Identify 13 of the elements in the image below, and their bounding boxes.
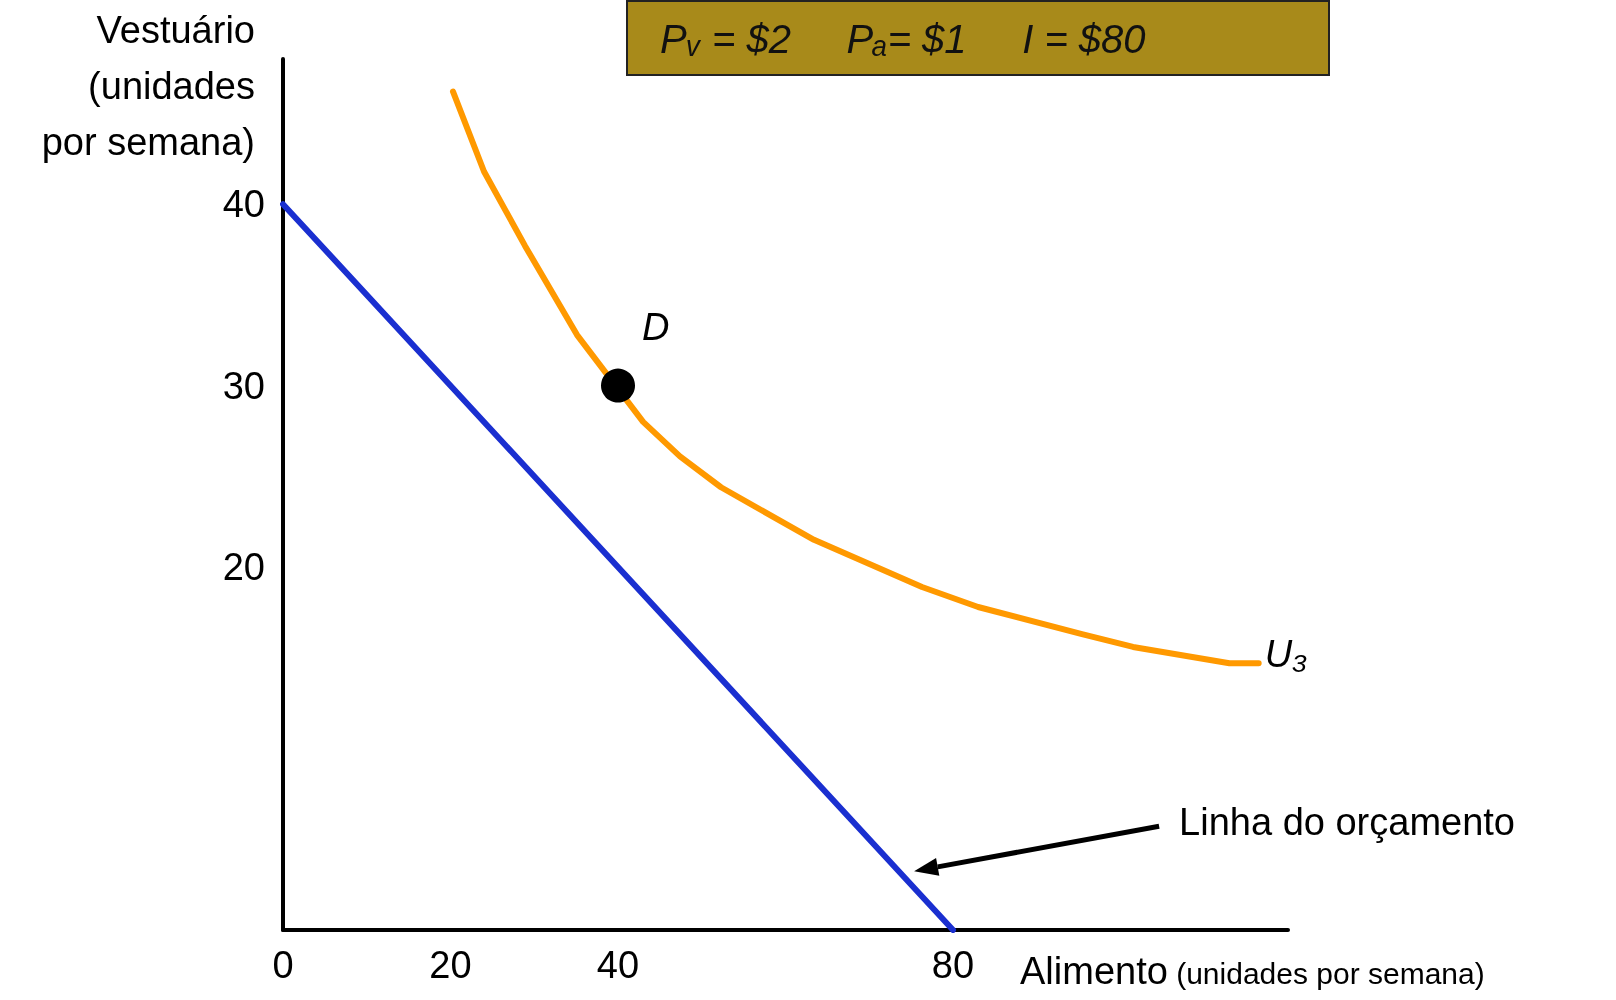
x-tick-label: 20 [429,944,472,986]
series-label: D [642,305,670,349]
y-tick-label: 30 [222,364,265,407]
x-tick-label: 40 [596,944,640,986]
y-axis-title: Vestuário (unidades por semana) [40,8,255,165]
x-tick-label: 80 [931,944,975,986]
x-tick-label: 0 [272,944,294,986]
y-tick-label: 20 [222,546,265,589]
text-box: Pᵥ = $2 Pₐ= $1 I = $80 [626,0,1330,76]
x-axis-title: Alimento (unidades por semana) [1020,950,1485,993]
series-label: U₃ [1264,633,1308,677]
text: Linha do orçamento [1179,801,1515,845]
y-tick-label: 40 [222,183,265,226]
